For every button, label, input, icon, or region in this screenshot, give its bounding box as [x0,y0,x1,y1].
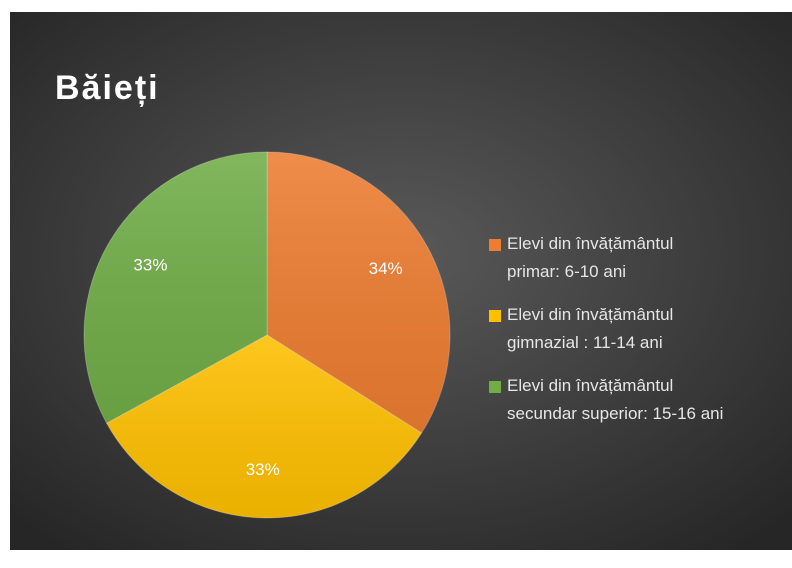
legend-swatch [489,310,501,322]
legend-label: Elevi din învățământul primar: 6-10 ani [507,234,673,281]
legend-swatch [489,381,501,393]
chart-title: Băieți [55,69,160,107]
data-label: 33% [246,460,280,479]
legend-label: Elevi din învățământul gimnazial : 11-14 … [507,305,673,352]
data-label: 34% [369,259,403,278]
data-label: 33% [133,256,167,275]
legend-swatch [489,239,501,251]
legend-label: Elevi din învățământul secundar superior:… [507,376,723,423]
